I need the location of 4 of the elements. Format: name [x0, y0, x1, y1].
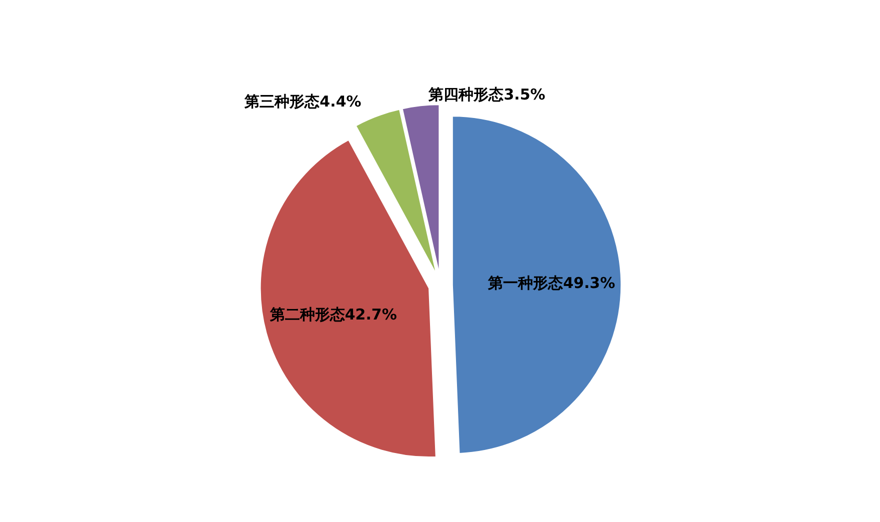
slice-label: 第三种形态4.4% [244, 92, 362, 111]
slice-label: 第二种形态42.7% [268, 305, 397, 324]
slice-label: 第四种形态3.5% [428, 85, 546, 104]
slice-label: 第一种形态49.3% [487, 274, 616, 292]
